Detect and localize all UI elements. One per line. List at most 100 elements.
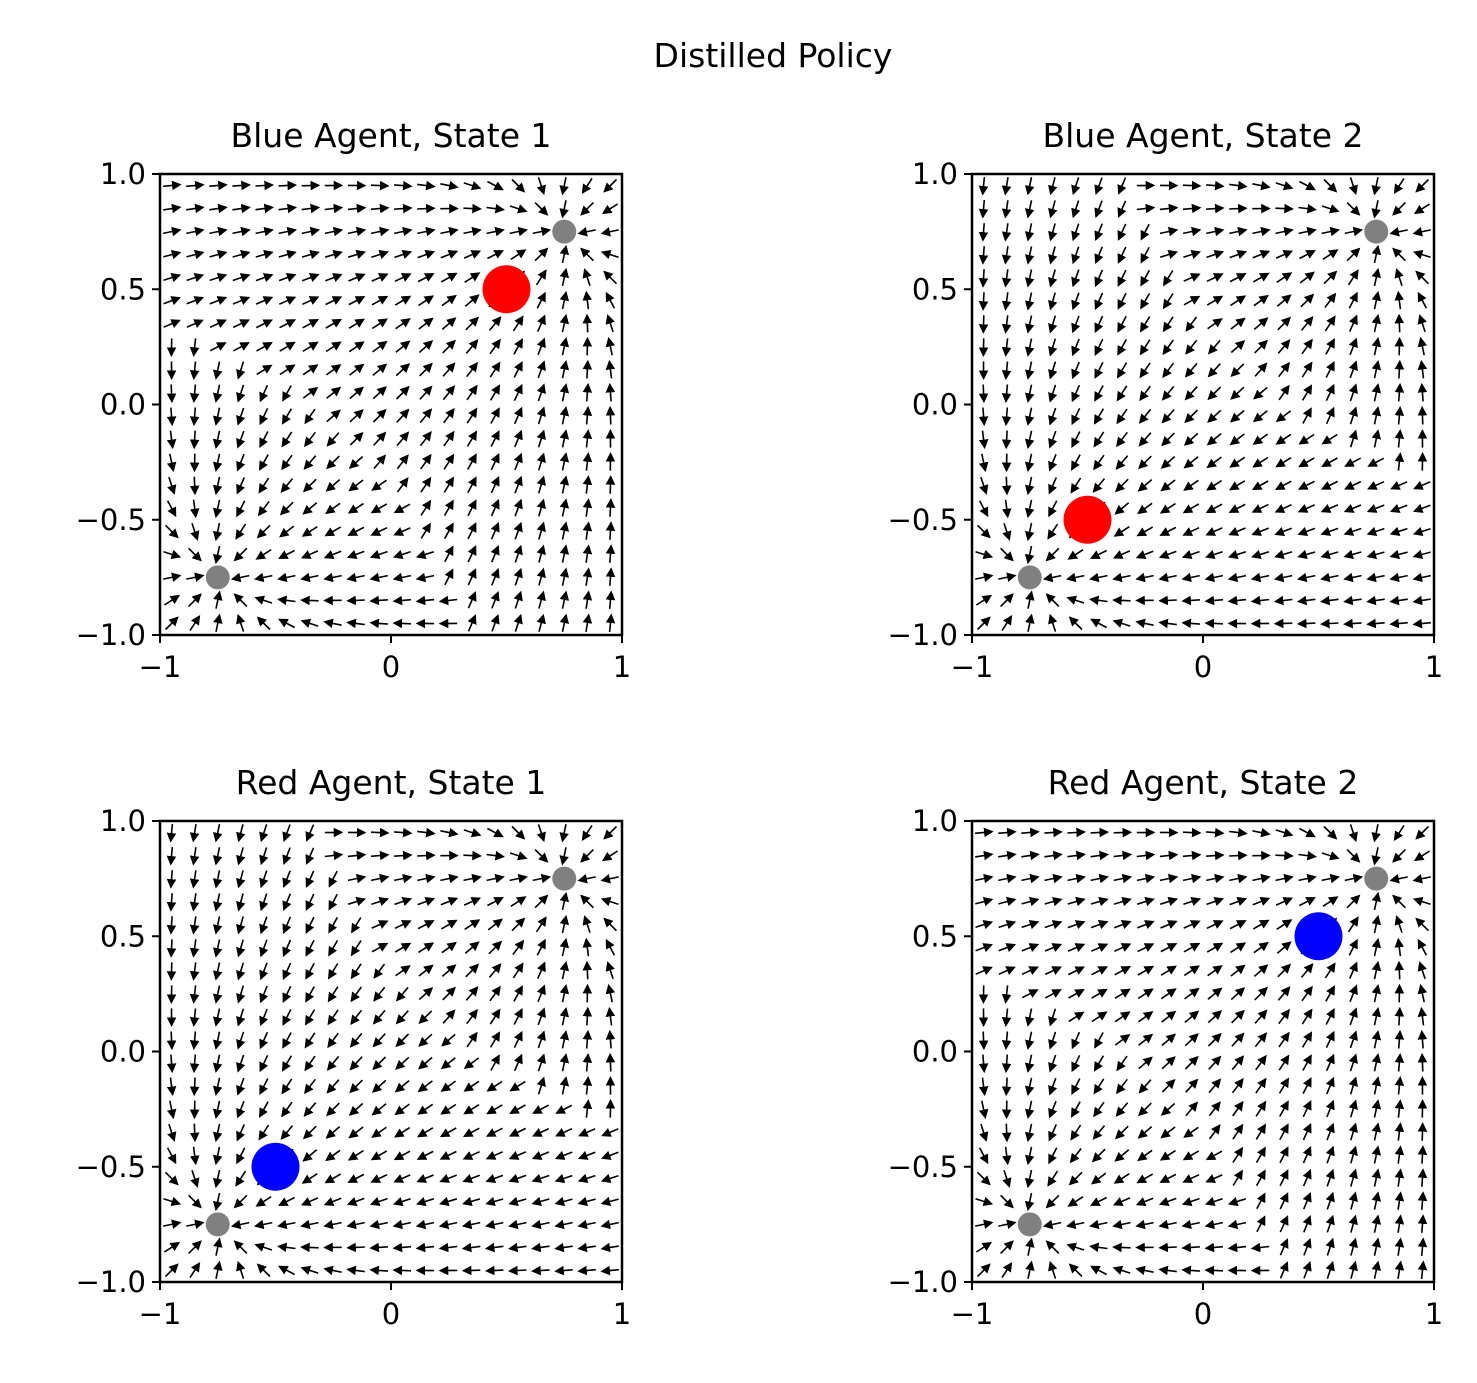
quiver-arrow: [1206, 180, 1225, 191]
quiver-arrow: [582, 475, 593, 494]
quiver-arrow: [1228, 527, 1246, 536]
quiver-arrow: [513, 985, 523, 1002]
quiver-arrow: [1206, 432, 1222, 446]
quiver-arrow: [372, 1056, 387, 1071]
quiver-arrow: [1344, 480, 1362, 490]
quiver-arrow: [255, 273, 274, 283]
y-tick-label: 0.5: [100, 919, 146, 953]
quiver-arrow: [166, 939, 177, 958]
quiver-arrow: [513, 1053, 523, 1072]
quiver-arrow: [509, 851, 528, 861]
quiver-arrow: [536, 429, 546, 448]
quiver-arrow: [348, 341, 365, 353]
quiver-arrow: [485, 1127, 503, 1137]
quiver-arrow: [1252, 249, 1271, 259]
quiver-arrow: [236, 1147, 246, 1165]
quiver-arrow: [1090, 850, 1110, 861]
quiver-arrow: [461, 1219, 481, 1230]
quiver-arrow: [1325, 1122, 1335, 1141]
quiver-arrow: [1160, 1102, 1176, 1116]
quiver-arrow: [1090, 896, 1109, 907]
quiver-arrow: [1322, 249, 1339, 260]
quiver-arrow: [348, 479, 364, 492]
quiver-arrow: [1114, 502, 1130, 515]
quiver-arrow: [324, 203, 344, 214]
quiver-arrow: [489, 384, 501, 401]
quiver-arrow: [1206, 873, 1225, 884]
quiver-arrow: [1182, 526, 1200, 536]
quiver-arrow: [1229, 433, 1245, 446]
quiver-arrow: [1160, 1126, 1176, 1139]
quiver-arrow: [186, 226, 205, 237]
quiver-arrow: [486, 1080, 503, 1092]
quiver-arrow: [1394, 1260, 1405, 1280]
quiver-arrow: [439, 1196, 458, 1207]
quiver-arrow: [438, 1219, 458, 1230]
quiver-arrow: [1231, 1055, 1245, 1071]
quiver-arrow: [396, 431, 410, 447]
quiver-arrow: [1371, 824, 1381, 843]
quiver-arrow: [209, 203, 228, 214]
quiver-arrow: [1204, 549, 1223, 560]
quiver-arrow: [305, 847, 315, 865]
panel-4: Red Agent, State 2−1 0 1−1.0−0.50.00.51.0: [888, 763, 1444, 1331]
quiver-arrow: [1394, 1145, 1405, 1164]
quiver-arrow: [236, 824, 246, 843]
quiver-arrow: [577, 1242, 596, 1253]
quiver-arrow: [1112, 1265, 1131, 1275]
quiver-arrow: [1206, 203, 1225, 214]
quiver-arrow: [1094, 246, 1104, 264]
quiver-arrow: [1229, 273, 1247, 283]
quiver-arrow: [467, 545, 477, 563]
quiver-arrow: [531, 1242, 550, 1253]
quiver-arrow: [1071, 246, 1081, 265]
quiver-arrow: [442, 362, 456, 377]
quiver-arrow: [166, 1147, 177, 1165]
quiver-arrow: [1207, 318, 1223, 330]
quiver-arrow: [490, 591, 500, 609]
quiver-arrow: [371, 318, 388, 330]
quiver-arrow: [328, 870, 338, 888]
quiver-arrow: [186, 203, 205, 214]
quiver-arrow: [1412, 526, 1431, 537]
quiver-arrow: [1300, 316, 1314, 331]
quiver-arrow: [975, 966, 993, 976]
quiver-arrow: [392, 549, 411, 560]
quiver-arrow: [255, 226, 274, 237]
quiver-arrow: [1138, 1102, 1152, 1117]
quiver-arrow: [259, 847, 269, 866]
x-tick-label: −1: [139, 650, 182, 684]
quiver-arrow: [419, 431, 432, 447]
quiver-arrow: [444, 545, 454, 563]
quiver-arrow: [1044, 873, 1063, 884]
quiver-arrow: [163, 1219, 182, 1229]
quiver-arrow: [236, 384, 246, 403]
quiver-arrow: [420, 476, 432, 493]
quiver-arrow: [282, 916, 292, 935]
quiver-arrow: [190, 1169, 200, 1188]
quiver-arrow: [282, 870, 292, 888]
quiver-arrow: [230, 572, 250, 583]
quiver-arrow: [975, 850, 994, 861]
quiver-arrow: [258, 1124, 270, 1141]
quiver-arrow: [1117, 292, 1127, 310]
quiver-arrow: [536, 1053, 546, 1072]
quiver-arrow: [392, 1219, 412, 1230]
y-tick-label: 1.0: [100, 157, 146, 191]
quiver-arrow: [254, 1219, 273, 1230]
quiver-arrow: [166, 384, 177, 404]
quiver-arrow: [485, 1196, 504, 1207]
quiver-arrow: [1089, 1242, 1108, 1253]
quiver-arrow: [1136, 873, 1156, 884]
quiver-arrow: [1159, 249, 1179, 260]
quiver-arrow: [1182, 226, 1202, 237]
quiver-arrow: [1325, 1168, 1335, 1187]
quiver-arrow: [236, 1124, 246, 1142]
quiver-arrow: [370, 1150, 388, 1161]
quiver-arrow: [371, 1103, 387, 1116]
quiver-arrow: [536, 383, 546, 402]
quiver-arrow: [300, 595, 319, 606]
quiver-arrow: [998, 1219, 1017, 1229]
quiver-arrow: [513, 338, 523, 355]
quiver-arrow: [463, 250, 482, 259]
